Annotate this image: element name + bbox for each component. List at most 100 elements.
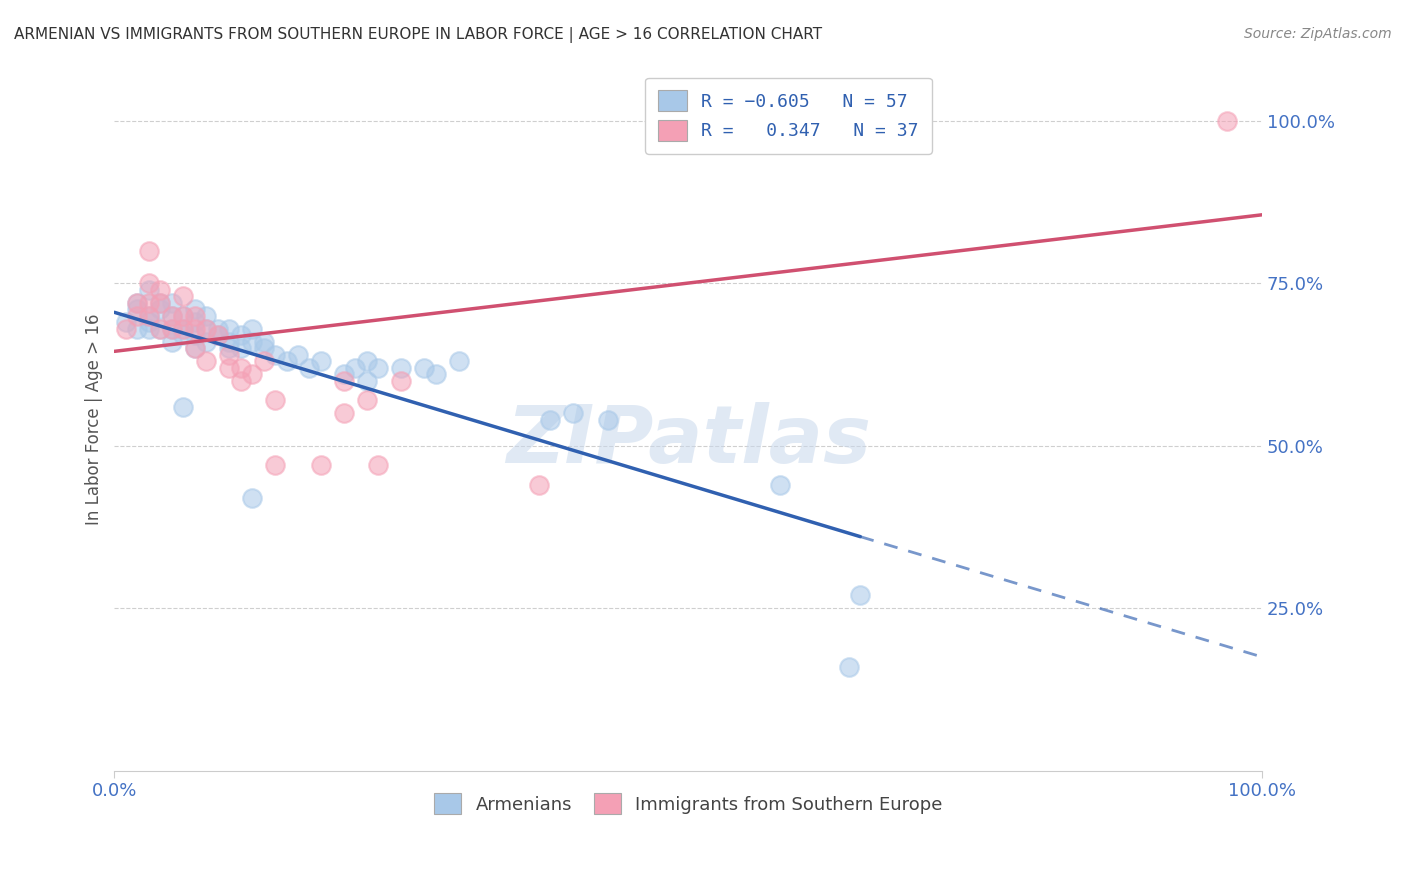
Point — [195, 354, 218, 368]
Point — [149, 321, 172, 335]
Point — [389, 360, 412, 375]
Point — [356, 354, 378, 368]
Text: ARMENIAN VS IMMIGRANTS FROM SOUTHERN EUROPE IN LABOR FORCE | AGE > 16 CORRELATIO: ARMENIAN VS IMMIGRANTS FROM SOUTHERN EUR… — [14, 27, 823, 43]
Point — [562, 406, 585, 420]
Text: ZIPatlas: ZIPatlas — [506, 401, 870, 480]
Point — [172, 321, 194, 335]
Point — [127, 295, 149, 310]
Point — [356, 374, 378, 388]
Point — [184, 341, 207, 355]
Point — [309, 458, 332, 472]
Point — [252, 354, 274, 368]
Point — [115, 321, 138, 335]
Point — [447, 354, 470, 368]
Point — [195, 321, 218, 335]
Point — [172, 400, 194, 414]
Point — [138, 283, 160, 297]
Point — [849, 588, 872, 602]
Point — [160, 309, 183, 323]
Point — [218, 360, 240, 375]
Point — [160, 334, 183, 349]
Point — [184, 321, 207, 335]
Point — [149, 295, 172, 310]
Point — [195, 334, 218, 349]
Point — [138, 295, 160, 310]
Point — [207, 328, 229, 343]
Point — [184, 328, 207, 343]
Point — [1216, 113, 1239, 128]
Point — [298, 360, 321, 375]
Point — [160, 295, 183, 310]
Y-axis label: In Labor Force | Age > 16: In Labor Force | Age > 16 — [86, 314, 103, 525]
Point — [195, 321, 218, 335]
Point — [240, 321, 263, 335]
Point — [287, 348, 309, 362]
Point — [264, 458, 287, 472]
Point — [276, 354, 298, 368]
Point — [184, 341, 207, 355]
Point — [252, 341, 274, 355]
Point — [207, 321, 229, 335]
Point — [160, 321, 183, 335]
Point — [367, 360, 389, 375]
Point — [149, 283, 172, 297]
Point — [838, 659, 860, 673]
Point — [172, 309, 194, 323]
Point — [367, 458, 389, 472]
Point — [229, 374, 252, 388]
Point — [309, 354, 332, 368]
Point — [264, 348, 287, 362]
Point — [138, 276, 160, 290]
Point — [172, 328, 194, 343]
Point — [344, 360, 367, 375]
Point — [127, 309, 149, 323]
Point — [149, 295, 172, 310]
Point — [596, 412, 619, 426]
Point — [240, 491, 263, 505]
Point — [149, 321, 172, 335]
Point — [229, 360, 252, 375]
Point — [218, 321, 240, 335]
Point — [115, 315, 138, 329]
Point — [127, 295, 149, 310]
Point — [172, 309, 194, 323]
Point — [425, 367, 447, 381]
Point — [138, 309, 160, 323]
Point — [218, 334, 240, 349]
Legend: Armenians, Immigrants from Southern Europe: Armenians, Immigrants from Southern Euro… — [423, 782, 953, 825]
Point — [138, 315, 160, 329]
Point — [195, 309, 218, 323]
Point — [138, 309, 160, 323]
Point — [527, 477, 550, 491]
Point — [413, 360, 436, 375]
Point — [218, 348, 240, 362]
Point — [172, 289, 194, 303]
Point — [356, 393, 378, 408]
Point — [160, 309, 183, 323]
Point — [264, 393, 287, 408]
Point — [229, 341, 252, 355]
Point — [218, 341, 240, 355]
Point — [229, 328, 252, 343]
Point — [389, 374, 412, 388]
Point — [540, 412, 562, 426]
Point — [138, 244, 160, 258]
Point — [127, 302, 149, 317]
Point — [769, 477, 792, 491]
Point — [240, 367, 263, 381]
Point — [240, 334, 263, 349]
Point — [184, 315, 207, 329]
Point — [184, 309, 207, 323]
Point — [172, 321, 194, 335]
Point — [207, 328, 229, 343]
Point — [184, 302, 207, 317]
Text: Source: ZipAtlas.com: Source: ZipAtlas.com — [1244, 27, 1392, 41]
Point — [149, 302, 172, 317]
Point — [333, 374, 356, 388]
Point — [127, 321, 149, 335]
Point — [333, 406, 356, 420]
Point — [138, 321, 160, 335]
Point — [252, 334, 274, 349]
Point — [333, 367, 356, 381]
Point — [160, 321, 183, 335]
